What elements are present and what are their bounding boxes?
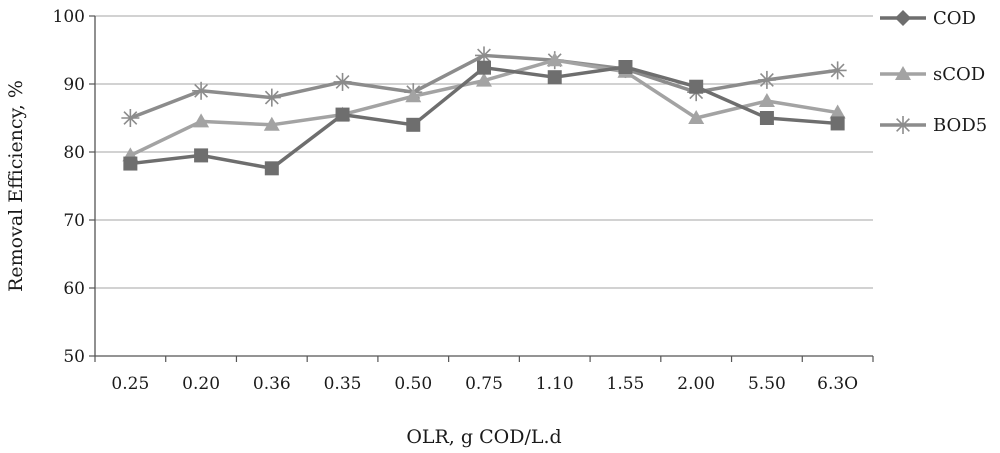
data-point-cod xyxy=(547,70,562,85)
legend-marker xyxy=(895,66,911,80)
x-tick-label: 0.50 xyxy=(394,374,432,394)
star-stroke xyxy=(896,118,910,132)
legend-item-bod5: BOD5 xyxy=(880,115,987,136)
x-tick-label: 5.50 xyxy=(748,374,786,394)
x-tick-label: 0.36 xyxy=(253,374,291,394)
x-tick-label: 0.75 xyxy=(465,374,503,394)
y-tick-label: 80 xyxy=(63,143,85,163)
data-point-cod xyxy=(194,148,209,163)
data-point-cod xyxy=(759,111,774,125)
data-point-scod xyxy=(546,52,563,67)
data-point-cod xyxy=(689,79,704,94)
legend-label: COD xyxy=(933,8,976,29)
legend-label: BOD5 xyxy=(933,115,987,136)
data-point-scod xyxy=(688,110,705,124)
y-axis-title: Removal Efficiency, % xyxy=(5,80,27,292)
data-point-scod xyxy=(263,116,280,131)
x-tick-label: 6.3O xyxy=(817,374,858,394)
data-point-cod xyxy=(830,116,845,131)
data-point-scod xyxy=(829,104,846,119)
x-tick-label: 0.20 xyxy=(182,374,220,394)
legend-item-cod: COD xyxy=(880,8,976,29)
y-tick-label: 100 xyxy=(53,7,85,27)
data-point-cod xyxy=(123,156,138,171)
legend-item-scod: sCOD xyxy=(880,64,985,85)
x-tick-label: 0.25 xyxy=(111,374,149,394)
star-stroke xyxy=(477,48,491,63)
data-point-scod xyxy=(193,113,210,128)
data-point-bod5 xyxy=(192,81,211,100)
data-point-bod5 xyxy=(262,88,281,107)
legend: COD sCOD BOD5 xyxy=(880,8,987,136)
x-tick-label: 0.35 xyxy=(324,374,362,394)
series-group xyxy=(121,46,847,176)
x-tick-labels: 0.25 0.20 0.36 0.35 0.50 0.75 1.10 1.55 2.00 5.50… xyxy=(111,374,858,394)
data-point-cod xyxy=(335,107,350,122)
data-point-bod5 xyxy=(333,72,352,91)
star-stroke xyxy=(335,75,350,89)
legend-marker xyxy=(894,116,912,134)
y-tick-labels: 50 60 70 80 90 100 xyxy=(53,7,85,367)
data-point-cod xyxy=(477,60,491,75)
star-stroke xyxy=(123,111,138,125)
star-stroke xyxy=(194,83,209,98)
data-point-bod5 xyxy=(828,61,847,80)
x-tick-label: 1.55 xyxy=(607,374,645,394)
y-tick-label: 70 xyxy=(63,211,85,231)
y-tick-label: 60 xyxy=(63,279,85,299)
axes xyxy=(89,15,874,362)
data-point-scod xyxy=(476,72,492,87)
y-tick-label: 90 xyxy=(63,75,85,95)
data-point-scod xyxy=(405,88,422,103)
data-point-scod xyxy=(758,93,775,107)
legend-label: sCOD xyxy=(933,64,985,85)
star-stroke xyxy=(264,90,279,105)
legend-marker xyxy=(895,10,911,26)
data-point-bod5 xyxy=(121,109,140,127)
y-tick-label: 50 xyxy=(63,347,85,367)
x-tick-label: 1.10 xyxy=(536,374,574,394)
x-axis-title: OLR, g COD/L.d xyxy=(406,426,561,448)
data-point-bod5 xyxy=(757,70,776,89)
data-point-cod xyxy=(406,117,421,132)
star-stroke xyxy=(830,63,845,78)
data-point-cod xyxy=(618,60,633,74)
star-stroke xyxy=(759,72,774,87)
data-point-cod xyxy=(264,161,279,176)
x-tick-label: 2.00 xyxy=(677,374,715,394)
